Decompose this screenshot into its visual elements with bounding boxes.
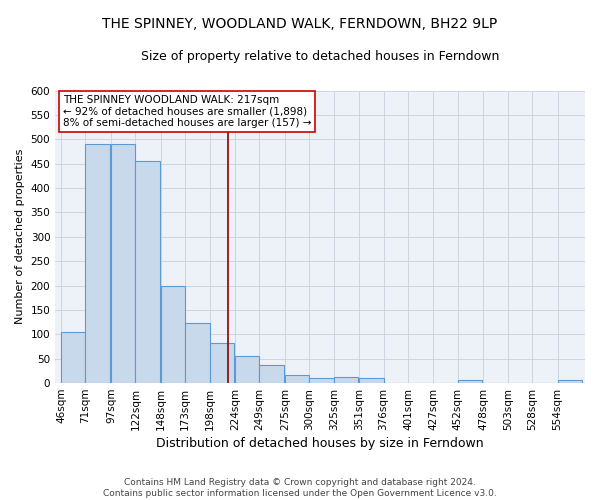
Y-axis label: Number of detached properties: Number of detached properties [15,149,25,324]
Bar [235,356,259,383]
Text: THE SPINNEY WOODLAND WALK: 217sqm
← 92% of detached houses are smaller (1,898)
8: THE SPINNEY WOODLAND WALK: 217sqm ← 92% … [63,95,311,128]
Bar [334,377,358,383]
Bar [209,342,234,383]
Bar [310,378,334,383]
Bar [161,286,185,383]
Bar [85,144,110,383]
Bar [61,332,85,383]
X-axis label: Distribution of detached houses by size in Ferndown: Distribution of detached houses by size … [156,437,484,450]
Bar [557,380,582,383]
Bar [285,375,310,383]
Bar [359,378,383,383]
Text: THE SPINNEY, WOODLAND WALK, FERNDOWN, BH22 9LP: THE SPINNEY, WOODLAND WALK, FERNDOWN, BH… [103,18,497,32]
Bar [185,323,209,383]
Bar [111,144,136,383]
Bar [136,161,160,383]
Bar [458,380,482,383]
Title: Size of property relative to detached houses in Ferndown: Size of property relative to detached ho… [141,50,499,63]
Text: Contains HM Land Registry data © Crown copyright and database right 2024.
Contai: Contains HM Land Registry data © Crown c… [103,478,497,498]
Bar [259,364,284,383]
